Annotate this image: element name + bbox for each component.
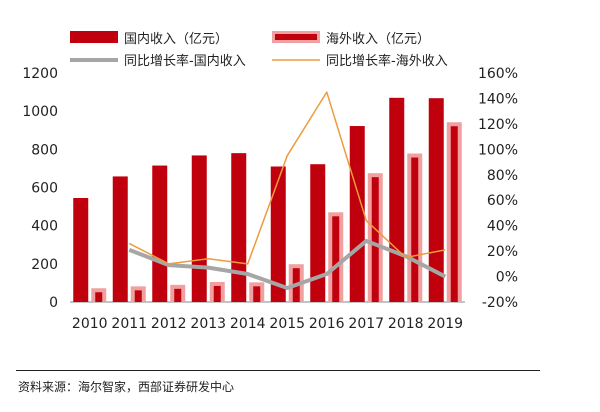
x-tick-label: 2010: [72, 316, 108, 332]
y-left-tick-label: 400: [31, 219, 58, 235]
bar-domestic: [389, 97, 405, 302]
y-left-tick-label: 1000: [22, 104, 58, 120]
bar-overseas-core: [332, 216, 340, 302]
x-tick-label: 2014: [230, 316, 266, 332]
y-left-tick-label: 0: [49, 295, 58, 311]
legend-label: 国内收入（亿元）: [124, 31, 228, 47]
y-right-tick-label: 160%: [478, 66, 518, 82]
bar-overseas-core: [450, 126, 458, 302]
x-tick-label: 2015: [269, 316, 305, 332]
x-tick-label: 2019: [427, 316, 463, 332]
legend-label: 同比增长率-海外收入: [326, 53, 448, 69]
x-tick-label: 2017: [348, 316, 384, 332]
bar-overseas-core: [411, 157, 419, 302]
y-right-tick-label: 60%: [487, 193, 518, 209]
line-overseas-growth: [128, 91, 446, 265]
y-left-tick-label: 1200: [22, 66, 58, 82]
legend-label: 同比增长率-国内收入: [124, 53, 246, 69]
y-right-tick-label: -20%: [482, 295, 518, 311]
x-tick-label: 2018: [388, 316, 424, 332]
y-right-tick-label: 0%: [496, 270, 518, 286]
y-left-tick-label: 200: [31, 257, 58, 273]
bar-domestic: [191, 155, 207, 302]
bar-overseas-core: [95, 292, 103, 302]
bar-domestic: [112, 176, 128, 302]
bar-overseas-core: [213, 285, 221, 302]
bar-overseas-core: [174, 288, 182, 302]
y-right-tick-label: 100%: [478, 142, 518, 158]
legend-swatch-domestic: [70, 31, 118, 43]
source-divider: [16, 370, 540, 371]
x-tick-label: 2016: [309, 316, 345, 332]
bar-domestic: [349, 126, 365, 302]
y-right-tick-label: 80%: [487, 168, 518, 184]
legend-swatch-overseas-core: [275, 34, 317, 40]
x-tick-label: 2013: [190, 316, 226, 332]
bar-overseas-core: [134, 290, 142, 302]
bar-overseas-core: [253, 286, 261, 302]
y-left-tick-label: 800: [31, 142, 58, 158]
bar-domestic: [310, 164, 326, 302]
legend-label: 海外收入（亿元）: [326, 32, 430, 47]
x-tick-label: 2011: [111, 316, 147, 332]
y-right-tick-label: 120%: [478, 117, 518, 133]
y-right-tick-label: 20%: [487, 244, 518, 260]
y-right-tick-label: 40%: [487, 219, 518, 235]
bar-domestic: [231, 153, 247, 302]
x-tick-label: 2012: [151, 316, 187, 332]
bar-domestic: [73, 197, 89, 302]
source-note: 资料来源：海尔智家，西部证券研发中心: [18, 380, 235, 394]
y-left-tick-label: 600: [31, 181, 58, 197]
bar-domestic: [270, 166, 286, 302]
line-domestic-growth: [128, 238, 447, 291]
bar-overseas-core: [371, 177, 379, 302]
y-right-tick-label: 140%: [478, 91, 518, 107]
bar-domestic: [152, 165, 168, 302]
